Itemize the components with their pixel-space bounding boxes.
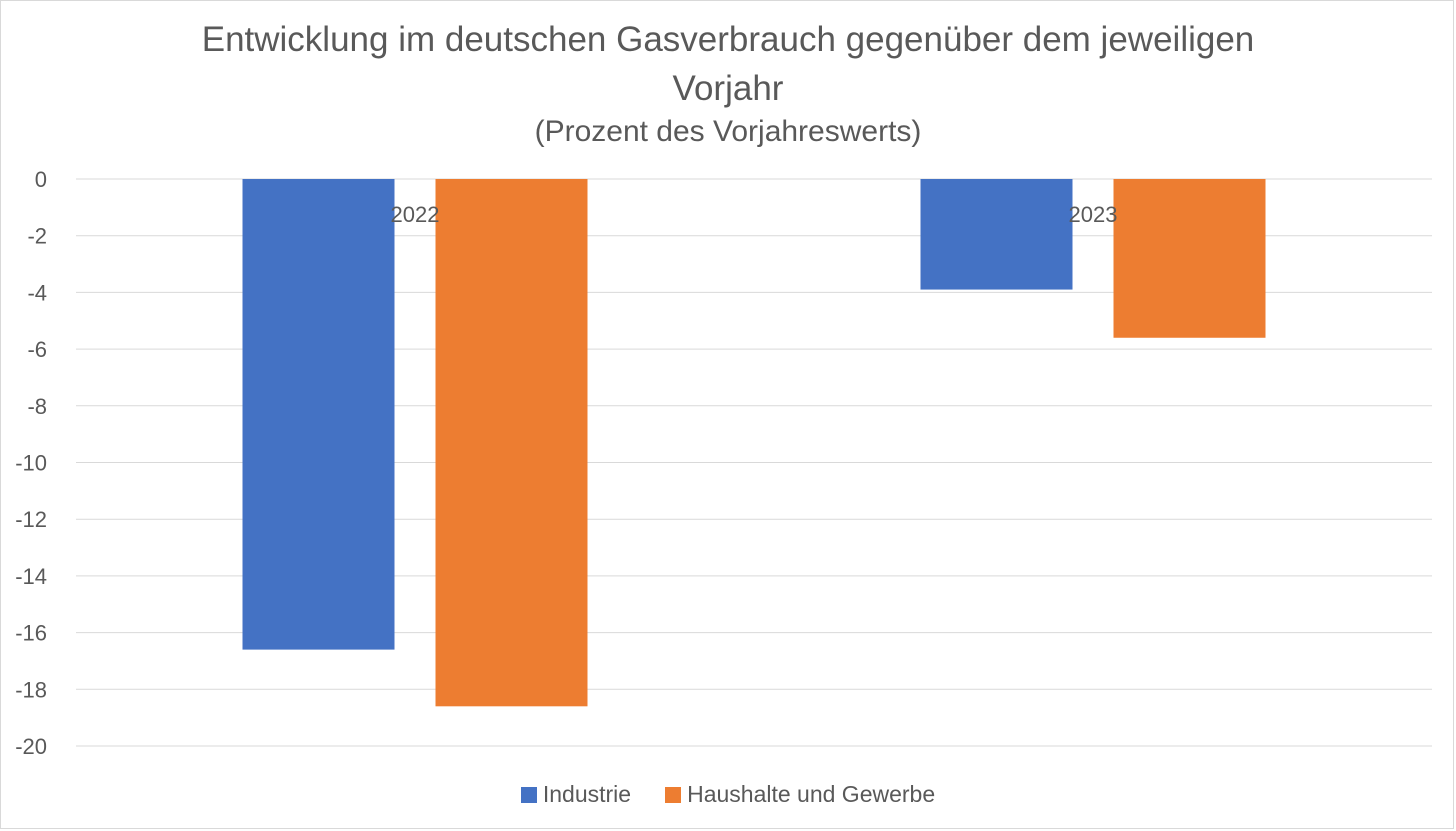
y-tick-label: -8 <box>27 394 47 419</box>
y-tick-label: -6 <box>27 337 47 362</box>
y-tick-label: 0 <box>35 167 47 192</box>
legend-label-industrie: Industrie <box>542 781 632 807</box>
legend-item-haushalte: Haushalte und Gewerbe <box>665 781 935 808</box>
chart-title: Entwicklung im deutschen Gasverbrauch ge… <box>201 20 1255 59</box>
bar-haushalte-2022 <box>435 179 588 707</box>
y-tick-label: -4 <box>27 280 47 305</box>
legend-swatch-industrie <box>520 786 537 803</box>
legend-item-industrie: Industrie <box>520 781 632 808</box>
bar-haushalte-2023 <box>1113 179 1266 338</box>
bar-industrie-2023 <box>920 179 1073 290</box>
y-tick-label: -10 <box>15 451 47 476</box>
y-tick-label: -2 <box>27 224 47 249</box>
y-tick-label: -16 <box>15 621 47 646</box>
y-tick-label: -14 <box>15 564 47 589</box>
category-label-2022: 2022 <box>391 202 440 227</box>
legend-label-haushalte: Haushalte und Gewerbe <box>687 781 936 807</box>
legend-swatch-haushalte <box>665 786 682 803</box>
bar-industrie-2022 <box>242 179 395 650</box>
legend: Industrie Haushalte und Gewerbe <box>0 781 1456 808</box>
chart-title-line2: Vorjahr <box>672 69 784 108</box>
chart-subtitle: (Prozent des Vorjahreswerts) <box>534 115 922 148</box>
y-tick-label: -18 <box>15 677 47 702</box>
category-label-2023: 2023 <box>1069 202 1118 227</box>
y-tick-label: -20 <box>15 734 47 759</box>
y-tick-label: -12 <box>15 507 47 532</box>
